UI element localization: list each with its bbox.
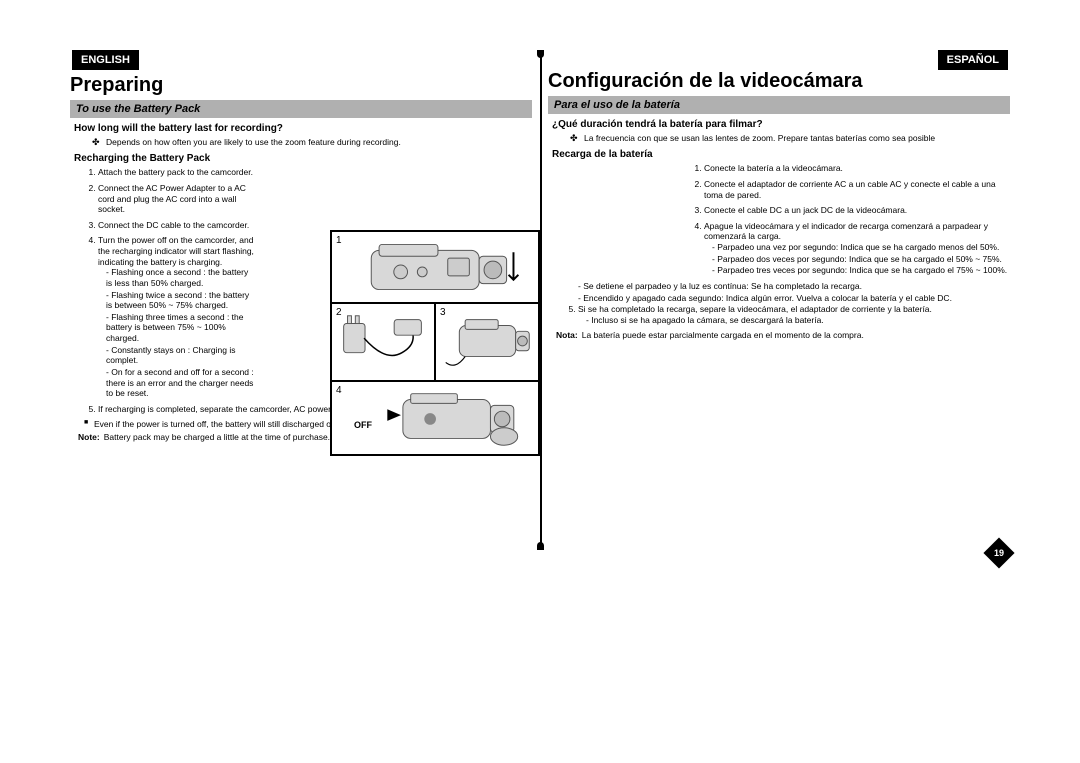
dash-l5: On for a second and off for a second : t… (106, 367, 256, 399)
subhead-left-2: Recharging the Battery Pack (70, 152, 532, 167)
dash-l4: Constantly stays on : Charging is comple… (106, 345, 256, 366)
section-bar-right: Para el uso de la batería (548, 96, 1010, 114)
dash-r3: Parpadeo tres veces por segundo: Indica … (712, 265, 1008, 276)
step-l4: Turn the power off on the camcorder, and… (98, 235, 258, 398)
clover-text-right-1: La frecuencia con que se usan las lentes… (584, 133, 935, 144)
step-r3: Conecte el cable DC a un jack DC de la v… (704, 205, 1010, 216)
diagram-num-3: 3 (440, 307, 446, 318)
step-l1: Attach the battery pack to the camcorder… (98, 167, 258, 178)
lang-tag-english: ENGLISH (72, 50, 139, 70)
dash-l3: Flashing three times a second : the batt… (106, 312, 256, 344)
dash-l2: Flashing twice a second : the battery is… (106, 290, 256, 311)
dash-l1: Flashing once a second : the battery is … (106, 267, 256, 288)
subhead-left-1: How long will the battery last for recor… (70, 122, 532, 137)
step-r2: Conecte el adaptador de corriente AC a u… (704, 179, 1010, 200)
diagram-num-2: 2 (336, 307, 342, 318)
dash-r1: Parpadeo una vez por segundo: Indica que… (712, 242, 1008, 253)
note-text-right: La batería puede estar parcialmente carg… (582, 330, 864, 341)
diagram-num-1: 1 (336, 235, 342, 246)
step-r1: Conecte la batería a la videocámara. (704, 163, 1010, 174)
subhead-right-2: Recarga de la batería (548, 148, 1010, 163)
clover-icon: ✤ (570, 133, 584, 144)
camcorder-off-icon (332, 382, 538, 454)
right-column: ESPAÑOL Configuración de la videocámara … (540, 50, 1010, 550)
note-label-left: Note: (78, 432, 100, 443)
step-l3: Connect the DC cable to the camcorder. (98, 220, 258, 231)
title-right: Configuración de la videocámara (548, 70, 1010, 93)
page-number-badge: 19 (983, 537, 1014, 568)
subhead-right-1: ¿Qué duración tendrá la batería para fil… (548, 118, 1010, 133)
section-bar-left: To use the Battery Pack (70, 100, 532, 118)
note-label-right: Nota: (556, 330, 578, 341)
dash-r5: Encendido y apagado cada segundo: Indica… (578, 293, 1010, 304)
center-diagram: 1 2 (330, 230, 540, 456)
camcorder-top-icon (332, 232, 538, 302)
dash-r5a: Incluso si se ha apagado la cámara, se d… (586, 315, 1008, 326)
diagram-off-label: OFF (354, 420, 372, 430)
lang-tag-spanish: ESPAÑOL (938, 50, 1008, 70)
step-r4: Apague la videocámara y el indicador de … (704, 221, 1010, 276)
ac-adapter-icon (332, 304, 434, 380)
step-l2: Connect the AC Power Adapter to a AC cor… (98, 183, 258, 215)
dash-r2: Parpadeo dos veces por segundo: Indica q… (712, 254, 1008, 265)
diagram-num-4: 4 (336, 385, 342, 396)
dash-r4: Se detiene el parpadeo y la luz es contí… (578, 281, 1010, 292)
square-bullet-icon: ■ (84, 419, 94, 430)
clover-icon: ✤ (92, 137, 106, 148)
note-text-left: Battery pack may be charged a little at … (104, 432, 330, 443)
clover-text-left-1: Depends on how often you are likely to u… (106, 137, 401, 148)
camcorder-small-icon (436, 304, 538, 380)
title-left: Preparing (70, 74, 532, 97)
step-r5: Si se ha completado la recarga, separe l… (578, 304, 1010, 325)
